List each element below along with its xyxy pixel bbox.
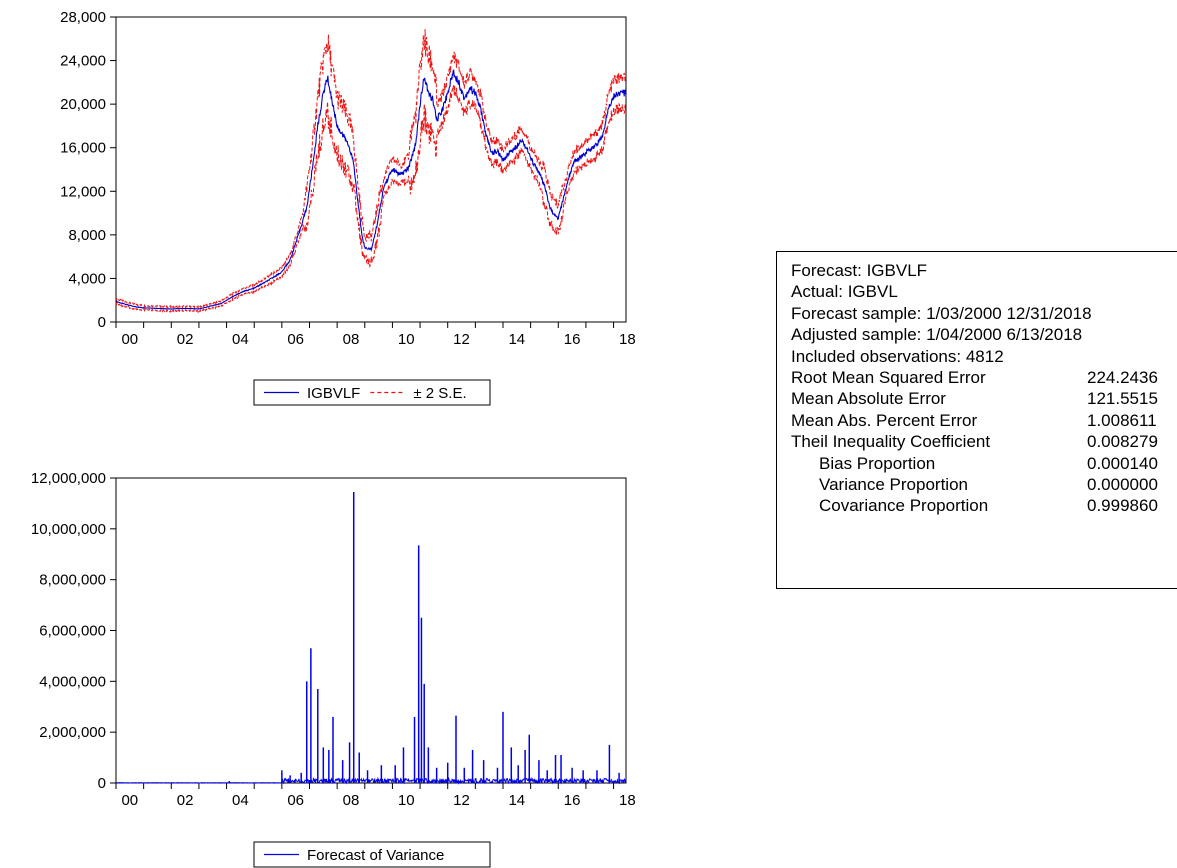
legend-label: IGBVLF (307, 385, 360, 402)
y-tick-label: 24,000 (60, 53, 106, 70)
y-tick-label: 8,000 (68, 227, 106, 244)
x-tick-label: 14 (508, 331, 525, 348)
metric-value: 121.5515 (1087, 389, 1158, 409)
metric-label: Mean Abs. Percent Error (791, 410, 978, 430)
stats-line-forecast-sample: Forecast sample: 1/03/2000 12/31/2018 (791, 303, 1092, 323)
x-tick-label: 06 (287, 792, 304, 809)
legend-label: Forecast of Variance (307, 847, 444, 864)
y-tick-label: 6,000,000 (39, 623, 106, 640)
x-tick-label: 04 (232, 331, 249, 348)
stats-line-included-observations: Included observations: 4812 (791, 346, 1004, 366)
stats-line-adjusted-sample: Adjusted sample: 1/04/2000 6/13/2018 (791, 325, 1083, 345)
series-igbvlf-line (115, 69, 627, 310)
x-tick-label: 00 (121, 331, 138, 348)
plot-frame (115, 477, 627, 784)
stats-line-actual: Actual: IGBVL (791, 282, 898, 302)
x-tick-label: 18 (619, 331, 636, 348)
metric-row: Root Mean Squared Error 224.2436 (791, 367, 1177, 388)
y-tick-label: 10,000,000 (31, 521, 106, 538)
variance-chart-legend: Forecast of Variance (253, 841, 491, 868)
y-tick-label: 4,000,000 (39, 673, 106, 690)
x-tick-label: 02 (177, 331, 194, 348)
metric-label: Variance Proportion (819, 474, 968, 494)
x-tick-label: 16 (564, 792, 581, 809)
y-tick-label: 2,000,000 (39, 724, 106, 741)
y-tick-label: 20,000 (60, 96, 106, 113)
metric-label: Mean Absolute Error (791, 389, 946, 409)
x-tick-label: 00 (121, 792, 138, 809)
metric-value: 0.999860 (1087, 496, 1158, 516)
y-tick-label: 8,000,000 (39, 572, 106, 589)
y-tick-label: 12,000 (60, 183, 106, 200)
x-tick-label: 10 (398, 331, 415, 348)
metric-row: Mean Absolute Error 121.5515 (791, 388, 1177, 409)
variance-chart: 0 2,000,000 4,000,000 6,000,000 8,000,000 10,… (31, 470, 636, 809)
upper-2se-line (115, 29, 627, 309)
metric-label: Theil Inequality Coefficient (791, 432, 991, 452)
legend-label: ± 2 S.E. (413, 385, 466, 402)
metric-row: Variance Proportion 0.000000 (791, 474, 1177, 495)
metric-label: Covariance Proportion (819, 496, 989, 516)
x-tick-label: 18 (619, 792, 636, 809)
metric-value: 224.2436 (1087, 367, 1158, 387)
x-tick-label: 16 (564, 331, 581, 348)
forecast-chart-legend: IGBVLF ± 2 S.E. (253, 379, 491, 406)
metric-label: Root Mean Squared Error (791, 367, 986, 387)
x-tick-label: 02 (177, 792, 194, 809)
metric-value: 1.008611 (1087, 410, 1157, 430)
metric-row: Theil Inequality Coefficient 0.008279 (791, 431, 1177, 452)
y-tick-label: 0 (98, 314, 106, 331)
metric-value: 0.000140 (1087, 453, 1158, 473)
plot-frame (115, 16, 627, 323)
variance-baseline (115, 776, 627, 785)
y-tick-label: 12,000,000 (31, 470, 106, 487)
x-tick-label: 08 (343, 331, 360, 348)
x-tick-label: 12 (453, 792, 470, 809)
metric-row: Mean Abs. Percent Error 1.008611 (791, 410, 1177, 431)
x-tick-label: 14 (508, 792, 525, 809)
y-tick-label: 16,000 (60, 140, 106, 157)
lower-2se-line (115, 84, 627, 314)
metric-value: 0.008279 (1087, 432, 1158, 452)
metric-label: Bias Proportion (819, 453, 936, 473)
x-tick-label: 08 (343, 792, 360, 809)
metric-value: 0.000000 (1087, 474, 1158, 494)
y-tick-label: 28,000 (60, 9, 106, 26)
y-tick-label: 0 (98, 775, 106, 792)
x-tick-label: 06 (287, 331, 304, 348)
forecast-stats-table: Forecast: IGBVLF Actual: IGBVL Forecast … (776, 251, 1177, 589)
forecast-chart: 0 4,000 8,000 12,000 16,000 20,000 24,000 28,00… (60, 9, 636, 348)
y-tick-label: 4,000 (68, 270, 106, 287)
metric-row: Covariance Proportion 0.999860 (791, 495, 1177, 516)
x-tick-label: 10 (398, 792, 415, 809)
stats-line-forecast: Forecast: IGBVLF (791, 261, 928, 280)
x-tick-label: 04 (232, 792, 249, 809)
x-tick-label: 12 (453, 331, 470, 348)
metric-row: Bias Proportion 0.000140 (791, 453, 1177, 474)
